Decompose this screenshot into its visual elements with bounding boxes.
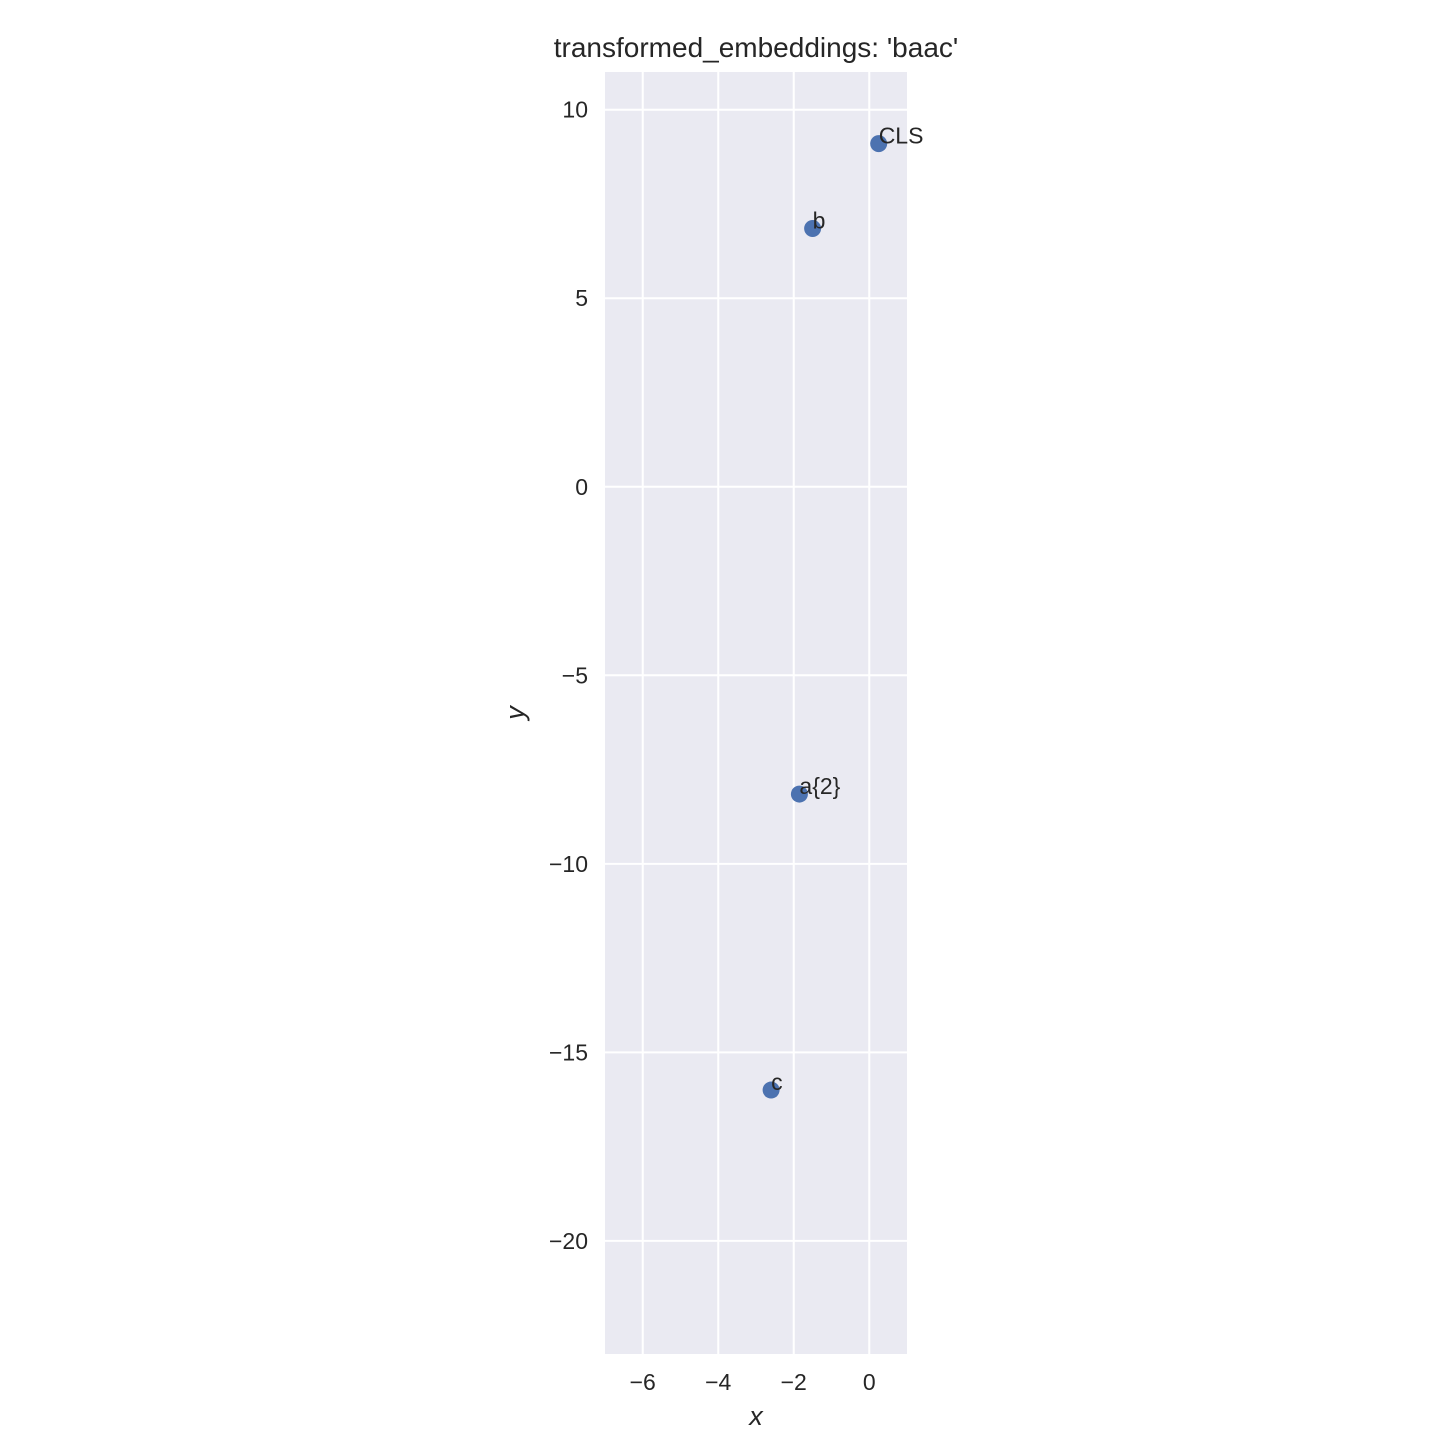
scatter-points: [762, 135, 888, 1099]
point-labels: CLS b a{2} c: [771, 123, 923, 1095]
scatter-point: [762, 1081, 780, 1099]
y-tick-label: −15: [549, 1039, 588, 1065]
point-label: CLS: [879, 123, 924, 149]
point-label: a{2}: [799, 773, 840, 799]
x-tick-label: −2: [781, 1369, 807, 1395]
y-axis-label: y: [500, 705, 530, 722]
y-tick-label: −20: [549, 1228, 588, 1254]
plot-area: [605, 72, 907, 1354]
scatter-point: [804, 219, 822, 237]
x-axis-label: x: [747, 1401, 764, 1431]
scatter-point: [790, 785, 808, 803]
y-tick-label: 10: [562, 97, 588, 123]
y-tick-label: 5: [575, 285, 588, 311]
y-tick-label: −10: [549, 851, 588, 877]
y-tick-label: 0: [575, 474, 588, 500]
x-tick-label: 0: [863, 1369, 876, 1395]
chart-title: transformed_embeddings: 'baac': [554, 32, 958, 63]
grid-lines: [605, 72, 907, 1354]
y-tick-label: −5: [562, 662, 588, 688]
scatter-point: [870, 135, 888, 153]
x-tick-label: −4: [705, 1369, 731, 1395]
point-label: c: [771, 1069, 783, 1095]
point-label: b: [813, 207, 826, 233]
x-tick-label: −6: [630, 1369, 656, 1395]
